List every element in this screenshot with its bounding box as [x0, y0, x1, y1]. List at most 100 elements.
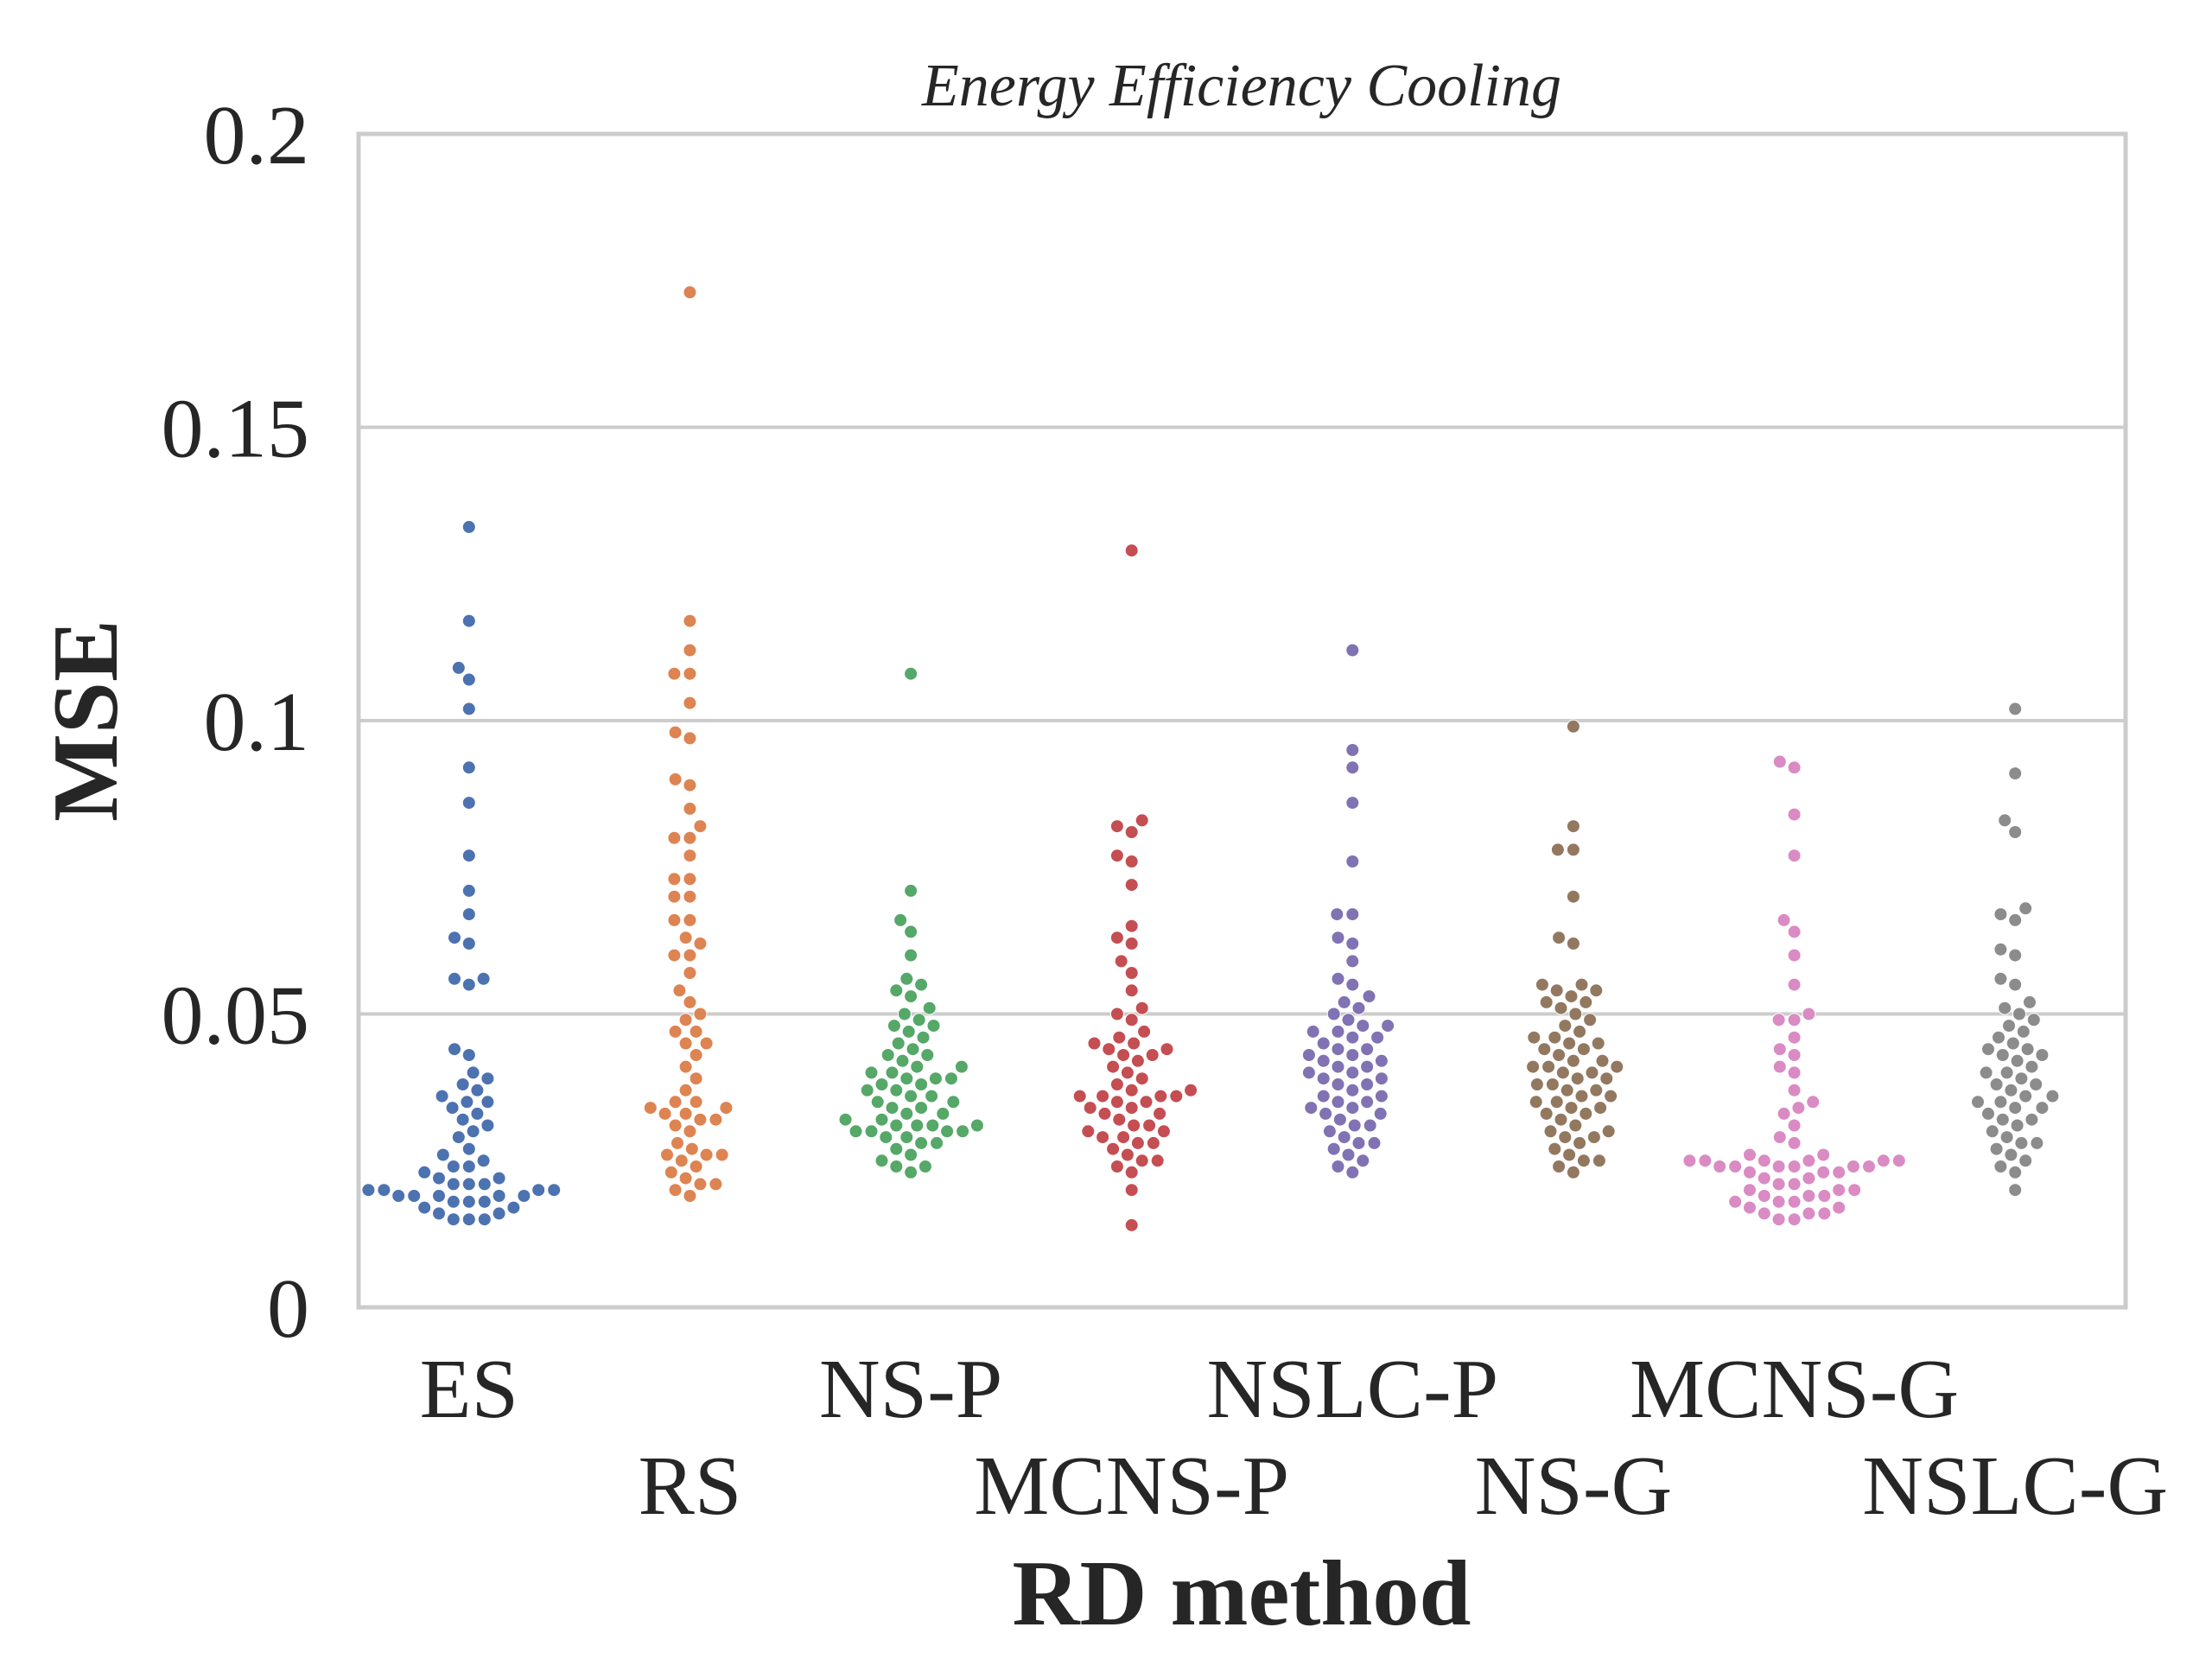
- data-point: [1345, 760, 1360, 775]
- data-point: [1787, 948, 1802, 963]
- data-point: [1322, 1124, 1337, 1139]
- data-point: [910, 1118, 925, 1133]
- data-point: [1787, 849, 1802, 863]
- data-point: [1549, 983, 1564, 998]
- data-point: [1541, 1059, 1556, 1074]
- data-point: [672, 983, 687, 998]
- x-axis-label: RD method: [1013, 1542, 1471, 1645]
- data-point: [1564, 1101, 1579, 1116]
- data-point: [1552, 931, 1567, 945]
- data-point: [448, 971, 461, 986]
- data-point: [461, 702, 476, 716]
- data-point: [1356, 1154, 1370, 1168]
- data-point: [1568, 1007, 1583, 1021]
- data-point: [1787, 925, 1802, 939]
- data-point: [361, 1183, 376, 1198]
- data-point: [1552, 1160, 1567, 1173]
- data-point: [470, 1106, 485, 1121]
- x-tick-label: NSLC-P: [1206, 1343, 1498, 1436]
- data-point: [1345, 855, 1360, 868]
- data-point: [448, 1042, 461, 1057]
- grid-lines: [359, 425, 2126, 1016]
- data-point: [1087, 1036, 1102, 1051]
- data-point: [1816, 1147, 1831, 1162]
- data-point: [683, 666, 697, 681]
- data-point: [925, 1089, 939, 1103]
- data-point: [446, 1177, 461, 1192]
- data-point: [2026, 1013, 2041, 1027]
- data-point: [928, 1071, 943, 1086]
- data-point: [904, 925, 918, 939]
- data-point: [391, 1189, 406, 1203]
- data-point: [1319, 1106, 1333, 1121]
- data-point: [1124, 543, 1139, 558]
- data-point: [860, 1083, 874, 1097]
- data-point: [1301, 1048, 1316, 1062]
- data-point: [1374, 1071, 1389, 1086]
- data-point: [1772, 1059, 1787, 1074]
- data-point: [1535, 977, 1549, 992]
- data-point: [693, 1112, 708, 1127]
- y-tick-labels: 0 0.05 0.1 0.15 0.2: [162, 89, 310, 1356]
- data-point: [2045, 1089, 2060, 1103]
- data-point: [461, 849, 476, 863]
- data-point: [1610, 1059, 1624, 1074]
- data-point: [2008, 1165, 2023, 1179]
- data-point: [1096, 1130, 1110, 1145]
- y-tick-label: 0: [267, 1262, 309, 1356]
- data-point: [476, 1154, 491, 1168]
- data-point: [889, 1118, 904, 1133]
- data-point: [2018, 1154, 2033, 1168]
- data-point: [1566, 889, 1580, 904]
- data-point: [461, 1160, 476, 1173]
- data-point: [1331, 1024, 1345, 1039]
- data-point: [1777, 912, 1791, 927]
- data-points: [361, 285, 2060, 1232]
- data-point: [880, 1048, 895, 1062]
- data-point: [460, 1095, 474, 1109]
- data-point: [1116, 1130, 1131, 1145]
- data-point: [1341, 1013, 1356, 1027]
- data-point: [470, 1083, 485, 1097]
- data-point: [2012, 1007, 2026, 1021]
- data-point: [1127, 1118, 1141, 1133]
- data-point: [904, 989, 918, 1004]
- data-point: [1981, 1106, 1995, 1121]
- data-point: [1543, 1124, 1558, 1139]
- data-point: [1728, 1194, 1743, 1209]
- data-point: [1156, 1124, 1171, 1139]
- data-point: [668, 1024, 683, 1039]
- data-point: [2016, 1024, 2031, 1039]
- data-point: [432, 1171, 446, 1185]
- data-point: [1593, 1101, 1608, 1116]
- x-tick-label: RS: [639, 1440, 742, 1533]
- data-point: [683, 696, 697, 710]
- data-point: [914, 1077, 929, 1091]
- data-point: [1142, 1118, 1157, 1133]
- data-point: [1109, 931, 1124, 945]
- data-point: [2008, 766, 2023, 781]
- data-point: [683, 872, 697, 887]
- data-point: [889, 1141, 904, 1156]
- data-point: [1787, 1083, 1802, 1097]
- data-point: [889, 983, 904, 998]
- data-point: [678, 1036, 693, 1051]
- data-point: [918, 1160, 932, 1173]
- data-point: [936, 1106, 950, 1121]
- data-point: [1592, 1154, 1606, 1168]
- data-point: [2008, 977, 2023, 992]
- data-point: [1604, 1089, 1618, 1103]
- data-point: [2004, 1147, 2018, 1162]
- data-point: [874, 1154, 889, 1168]
- data-point: [906, 1042, 920, 1057]
- y-axis-label: MSE: [35, 620, 137, 822]
- data-point: [1586, 1130, 1601, 1145]
- data-point: [1787, 760, 1802, 775]
- data-point: [1728, 1160, 1743, 1173]
- data-point: [477, 1212, 492, 1227]
- data-point: [1184, 1083, 1198, 1097]
- data-point: [1862, 1160, 1876, 1173]
- data-point: [1989, 1141, 2004, 1156]
- data-point: [446, 1194, 461, 1209]
- data-point: [930, 1135, 944, 1150]
